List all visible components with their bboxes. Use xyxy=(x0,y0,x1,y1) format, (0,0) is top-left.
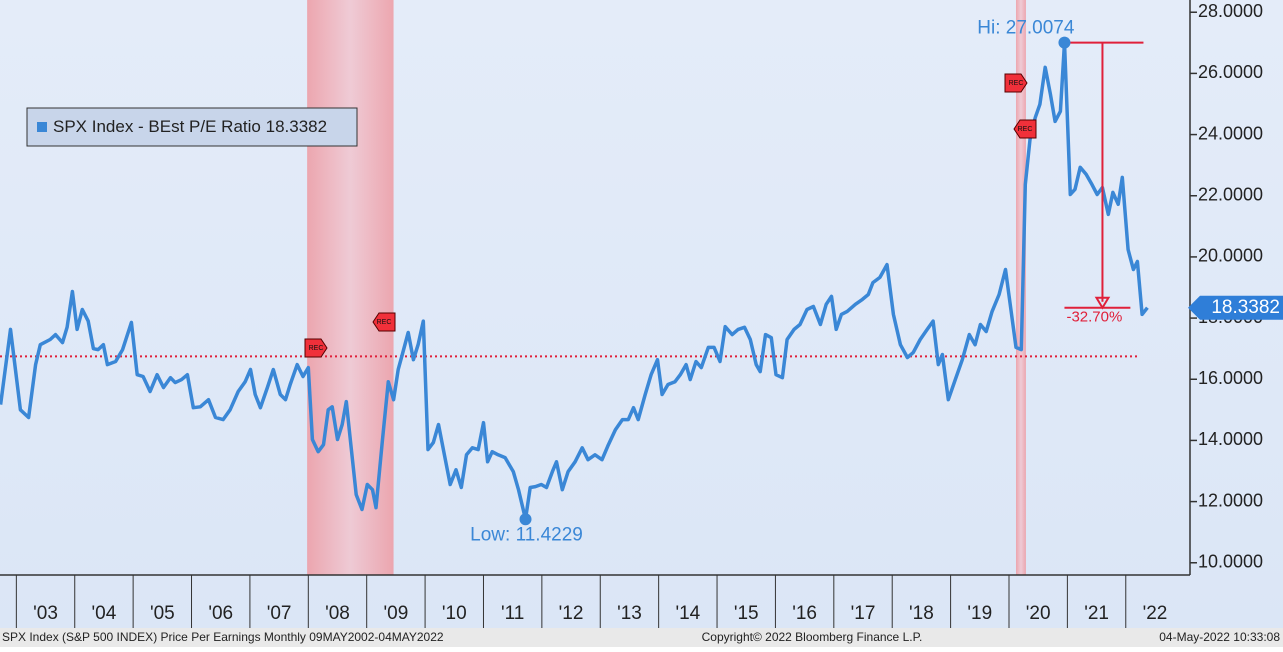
x-tick-label: '09 xyxy=(384,603,409,624)
high-label: Hi: 27.0074 xyxy=(977,18,1075,39)
background xyxy=(0,0,1283,628)
x-tick-label: '14 xyxy=(675,603,700,624)
legend-label: SPX Index - BEst P/E Ratio 18.3382 xyxy=(53,117,327,136)
x-tick-label: '20 xyxy=(1026,603,1051,624)
recession-tag: REC xyxy=(1013,119,1037,139)
low-point xyxy=(519,513,532,526)
x-tick-label: '11 xyxy=(501,603,524,624)
change-label: -32.70% xyxy=(1066,309,1122,326)
recession-tag-label: REC xyxy=(1018,126,1033,133)
footer-right: 04-May-2022 10:33:08 xyxy=(1159,630,1280,644)
low-label: Low: 11.4229 xyxy=(470,524,583,545)
recession-tag-shape xyxy=(372,312,396,332)
x-tick-label: '12 xyxy=(559,603,584,624)
x-tick-label: '16 xyxy=(792,603,817,624)
legend-name: SPX Index - BEst P/E Ratio xyxy=(53,117,261,136)
recession-tag-shape xyxy=(304,338,328,358)
x-tick-label: '17 xyxy=(851,603,876,624)
recession-tag: REC xyxy=(1004,73,1028,93)
recession-tag-label: REC xyxy=(377,319,392,326)
y-tick-label: 20.0000 xyxy=(1198,246,1263,266)
x-tick-label: '21 xyxy=(1084,603,1109,624)
x-tick-label: '19 xyxy=(967,603,992,624)
recession-tag-label: REC xyxy=(1009,80,1024,87)
recession-band xyxy=(1015,0,1026,575)
x-tick-label: '04 xyxy=(92,603,117,624)
recession-tag-shape xyxy=(1013,119,1037,139)
y-tick-label: 22.0000 xyxy=(1198,184,1263,204)
arrow-head xyxy=(1094,296,1111,310)
last-value-label: 18.3382 xyxy=(1211,297,1280,318)
x-tick-label: '08 xyxy=(325,603,350,624)
legend-swatch xyxy=(37,122,47,132)
footer-bar xyxy=(0,628,1283,647)
x-tick-label: '18 xyxy=(909,603,934,624)
x-tick-label: '06 xyxy=(208,603,233,624)
y-tick-label: 16.0000 xyxy=(1198,368,1263,388)
x-tick-label: '13 xyxy=(617,603,642,624)
x-tick-label: '07 xyxy=(267,603,292,624)
x-tick-label: '03 xyxy=(33,603,58,624)
y-tick-label: 12.0000 xyxy=(1198,490,1263,510)
x-tick-label: '10 xyxy=(442,603,467,624)
legend-box xyxy=(26,107,358,147)
legend: SPX Index - BEst P/E Ratio 18.3382 xyxy=(26,107,358,147)
y-tick-label: 10.0000 xyxy=(1198,552,1263,572)
x-tick-label: '22 xyxy=(1143,603,1168,624)
y-tick-label: 26.0000 xyxy=(1198,62,1263,82)
last-value-tag xyxy=(1188,295,1283,320)
recession-tag: REC xyxy=(372,312,396,332)
recession-tag-shape xyxy=(1004,73,1028,93)
high-point xyxy=(1058,36,1071,49)
x-tick-label: '15 xyxy=(734,603,759,624)
x-tick-label: '05 xyxy=(150,603,175,624)
recession-band xyxy=(307,0,394,575)
legend-value: 18.3382 xyxy=(266,117,327,136)
y-tick-label: 24.0000 xyxy=(1198,123,1263,143)
footer-center: Copyright© 2022 Bloomberg Finance L.P. xyxy=(702,630,923,644)
y-tick-label: 14.0000 xyxy=(1198,429,1263,449)
recession-tag-label: REC xyxy=(309,345,324,352)
y-tick-label: 28.0000 xyxy=(1198,1,1263,21)
footer-left: SPX Index (S&P 500 INDEX) Price Per Earn… xyxy=(2,630,444,644)
recession-tag: REC xyxy=(304,338,328,358)
series-line xyxy=(0,40,1149,521)
